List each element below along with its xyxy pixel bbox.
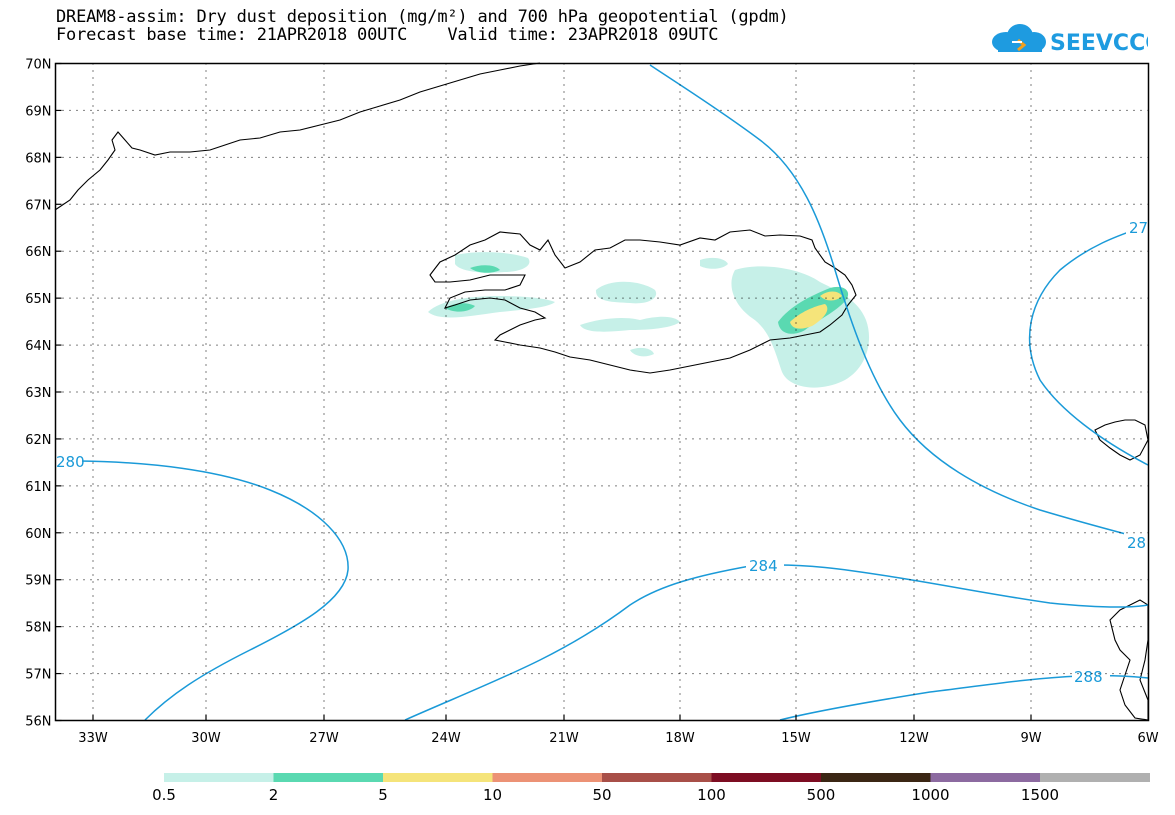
- longitude-label: 33W: [78, 731, 108, 746]
- contour-east-arc: [1028, 227, 1149, 466]
- longitude-labels: 33W 30W 27W 24W 21W 18W 15W 12W 9W 6W: [78, 731, 1158, 746]
- contour-284: [404, 564, 1149, 721]
- contour-label-288: 288: [1074, 668, 1103, 686]
- contour-280: [79, 460, 349, 721]
- chart-title: DREAM8-assim: Dry dust deposition (mg/m²…: [56, 7, 789, 27]
- latitude-label: 62N: [25, 433, 51, 448]
- dust-area-center2: [580, 316, 680, 332]
- norway-coast-north: [1094, 419, 1149, 461]
- latitude-label: 67N: [25, 198, 51, 213]
- latitude-label: 57N: [25, 668, 51, 683]
- longitude-label: 18W: [665, 731, 695, 746]
- longitude-label: 9W: [1020, 731, 1041, 746]
- latitude-label: 70N: [25, 58, 51, 73]
- dust-area-level2-nw: [470, 265, 500, 273]
- longitude-label: 15W: [781, 731, 811, 746]
- seevccc-logo: SEEVCCC: [992, 24, 1148, 56]
- iceland-coast: [429, 229, 857, 374]
- latitude-label: 64N: [25, 339, 51, 354]
- dust-area-level5: [790, 304, 828, 329]
- cloud-icon: [992, 24, 1046, 52]
- longitude-label: 6W: [1137, 731, 1158, 746]
- contour-upper: [649, 64, 1149, 541]
- contour-label-280: 280: [56, 453, 85, 471]
- latitude-label: 58N: [25, 621, 51, 636]
- dust-deposition-areas: [428, 252, 870, 388]
- axis-ticks: [55, 62, 1032, 722]
- latitude-labels: 70N 69N 68N 67N 66N 65N 64N 63N 62N 61N 60N 59N 58N 5…: [25, 58, 51, 730]
- contour-label-27: 27: [1129, 219, 1148, 237]
- gridlines: [55, 63, 1149, 721]
- norway-coast-south: [1109, 599, 1149, 721]
- greenland-coast: [54, 62, 541, 211]
- contour-label-284: 284: [749, 557, 778, 575]
- geopotential-contours: [79, 64, 1149, 721]
- longitude-label: 12W: [899, 731, 929, 746]
- dust-area-center: [595, 281, 657, 304]
- latitude-label: 61N: [25, 480, 51, 495]
- latitude-label: 68N: [25, 151, 51, 166]
- longitude-label: 27W: [309, 731, 339, 746]
- longitude-label: 30W: [191, 731, 221, 746]
- latitude-label: 56N: [25, 715, 51, 730]
- forecast-times: Forecast base time: 21APR2018 00UTC Vali…: [56, 25, 719, 45]
- longitude-label: 21W: [549, 731, 579, 746]
- longitude-label: 24W: [431, 731, 461, 746]
- latitude-label: 65N: [25, 292, 51, 307]
- latitude-label: 66N: [25, 245, 51, 260]
- latitude-label: 63N: [25, 386, 51, 401]
- latitude-label: 59N: [25, 574, 51, 589]
- contour-labels: 27 280 28 284 288: [56, 218, 1150, 686]
- dust-area-n: [700, 257, 728, 269]
- dust-area-s: [630, 347, 654, 357]
- latitude-label: 69N: [25, 104, 51, 119]
- contour-label-28: 28: [1127, 534, 1146, 552]
- logo-text: SEEVCCC: [1050, 31, 1148, 56]
- latitude-label: 60N: [25, 527, 51, 542]
- dust-area-west: [428, 296, 555, 318]
